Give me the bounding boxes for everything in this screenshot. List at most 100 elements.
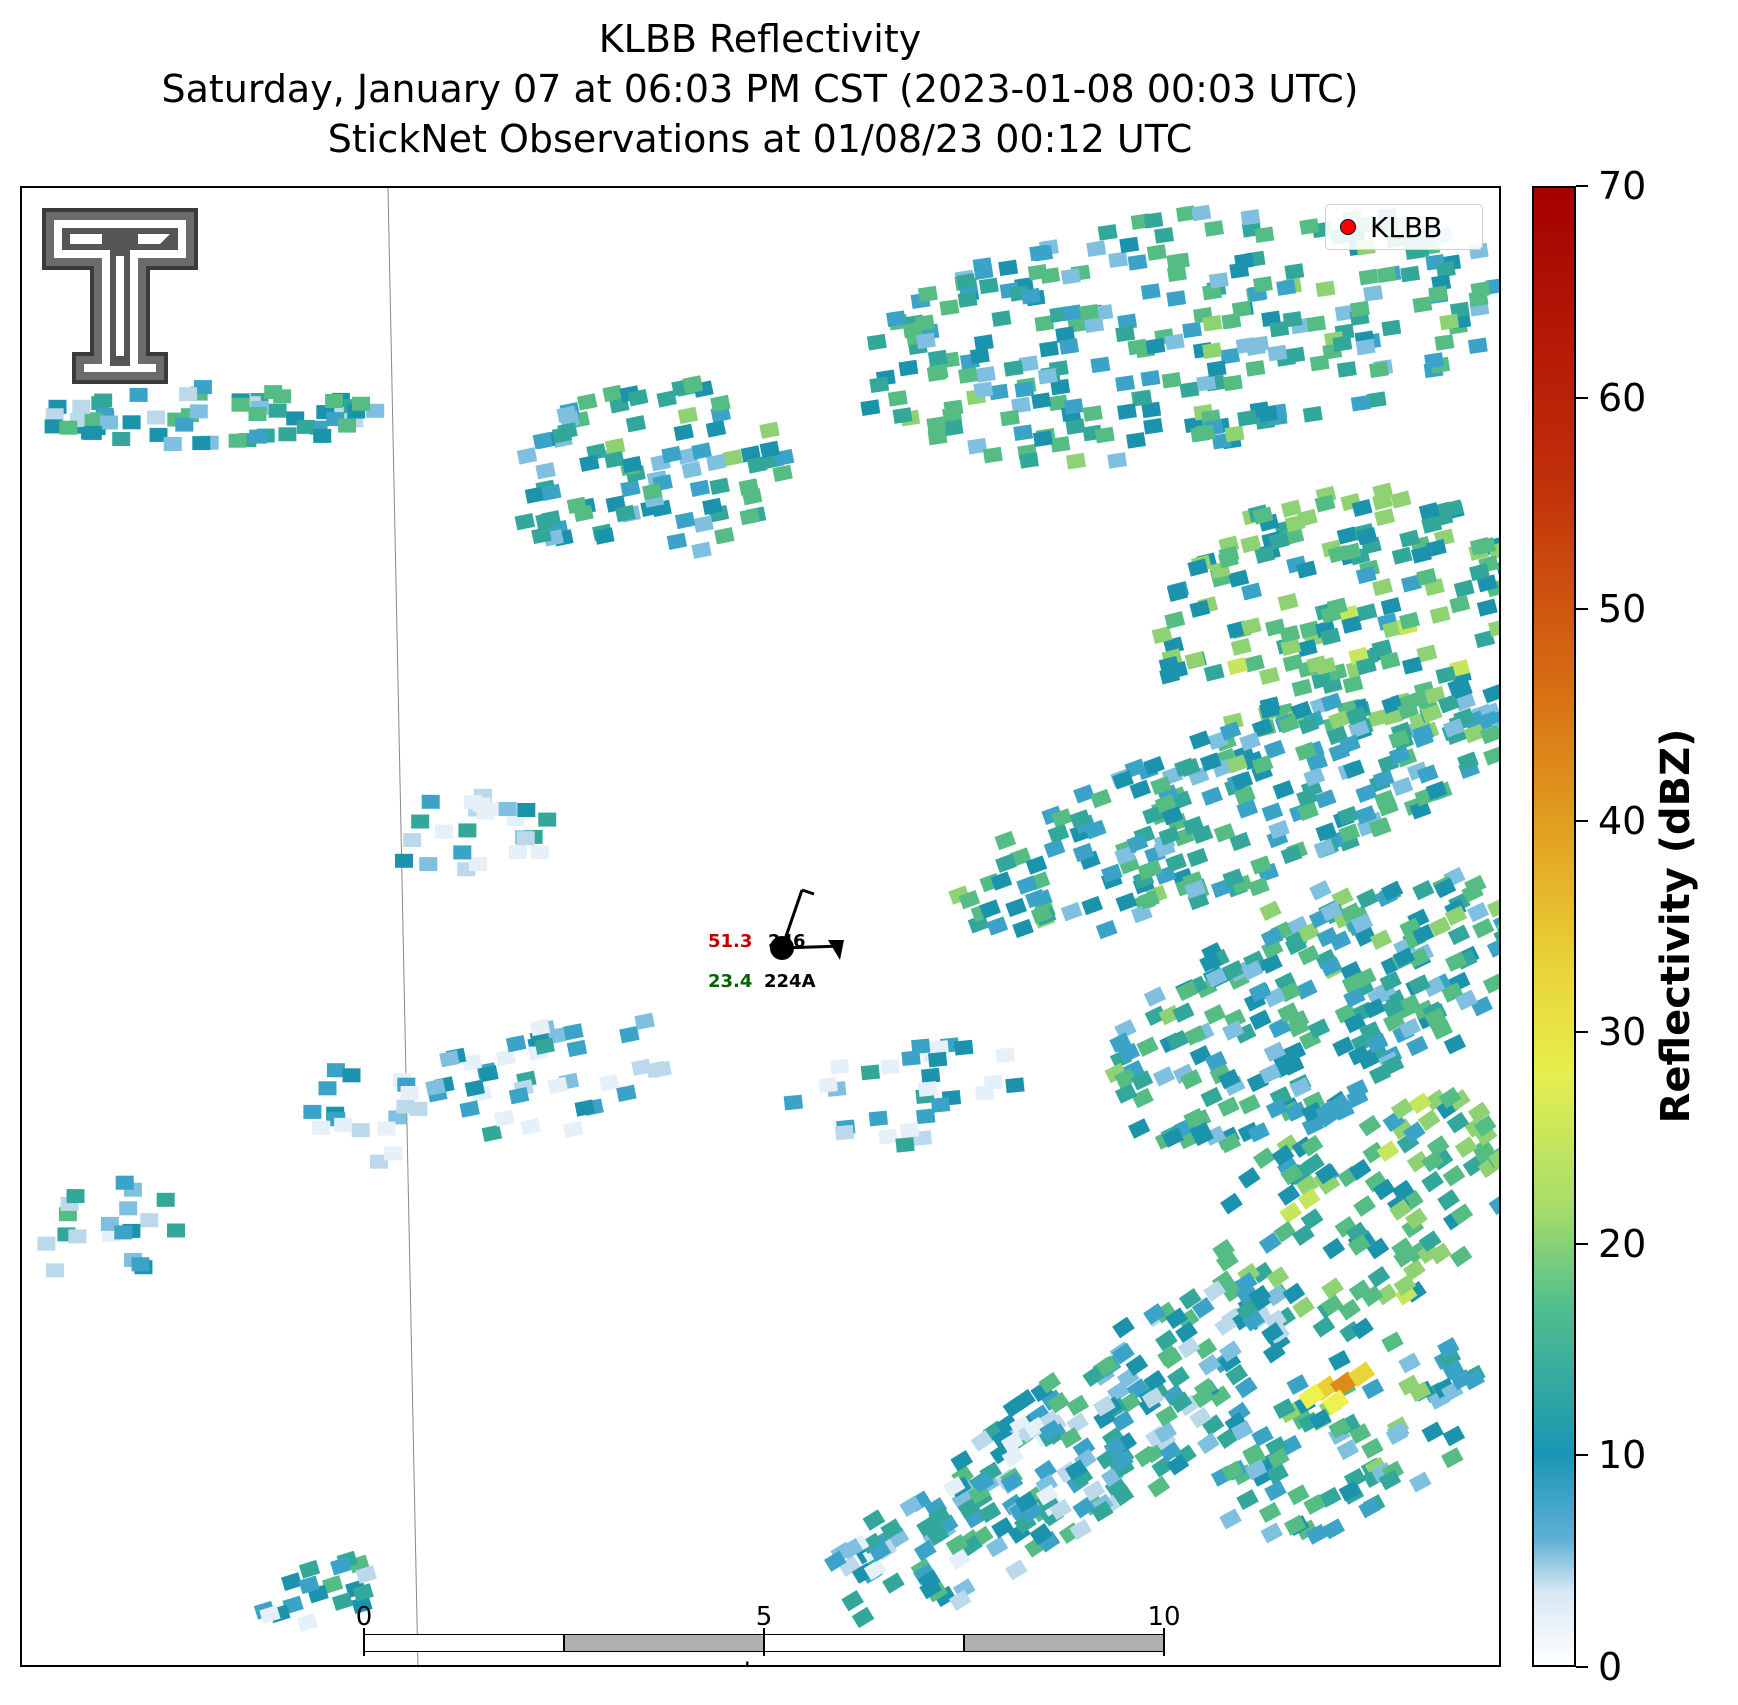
reflectivity-gate xyxy=(1197,1432,1220,1455)
reflectivity-gate xyxy=(1244,1446,1267,1468)
reflectivity-gate xyxy=(990,871,1013,891)
reflectivity-gate xyxy=(1361,1437,1384,1459)
reflectivity-gate xyxy=(1374,508,1396,527)
reflectivity-gate xyxy=(1280,1163,1304,1186)
reflectivity-gate xyxy=(1253,276,1273,293)
reflectivity-gate xyxy=(1234,785,1256,806)
reflectivity-gate xyxy=(1296,1174,1319,1197)
reflectivity-gate xyxy=(1306,655,1328,674)
reflectivity-gate xyxy=(1236,799,1259,819)
reflectivity-gate xyxy=(1178,1288,1202,1310)
reflectivity-gate xyxy=(747,456,768,474)
reflectivity-gate xyxy=(1059,1427,1082,1449)
reflectivity-gate xyxy=(1284,263,1305,280)
reflectivity-gate xyxy=(1166,581,1188,600)
reflectivity-gate xyxy=(666,532,688,551)
reflectivity-gate xyxy=(1287,1017,1310,1038)
reflectivity-gate xyxy=(1251,1425,1274,1447)
scale-tick xyxy=(1163,1628,1165,1656)
reflectivity-gate xyxy=(1364,1170,1388,1193)
reflectivity-gate xyxy=(312,1120,331,1135)
reflectivity-gate xyxy=(1161,1127,1185,1148)
reflectivity-gate xyxy=(1219,721,1242,741)
reflectivity-gate xyxy=(1218,545,1240,564)
reflectivity-gate xyxy=(656,390,677,408)
reflectivity-gate xyxy=(1421,1421,1445,1443)
reflectivity-gate xyxy=(524,486,546,504)
reflectivity-gate xyxy=(1143,756,1165,776)
reflectivity-gate xyxy=(1354,805,1377,825)
reflectivity-gate xyxy=(1314,1162,1338,1185)
station-plot xyxy=(770,888,844,960)
reflectivity-gate xyxy=(231,397,250,412)
reflectivity-gate xyxy=(1090,788,1112,809)
reflectivity-gate xyxy=(1332,1036,1355,1057)
reflectivity-gate xyxy=(1297,715,1320,735)
reflectivity-gate xyxy=(1140,370,1161,387)
reflectivity-gate xyxy=(1176,980,1199,1002)
reflectivity-gate xyxy=(1137,860,1160,881)
reflectivity-gate xyxy=(334,1117,353,1132)
reflectivity-gate xyxy=(1401,656,1423,675)
reflectivity-gate xyxy=(1060,268,1081,285)
reflectivity-gate xyxy=(709,477,730,495)
reflectivity-gate xyxy=(1322,1237,1346,1260)
reflectivity-gate xyxy=(1399,529,1421,548)
reflectivity-gate xyxy=(1140,283,1161,300)
reflectivity-gate xyxy=(1299,620,1321,639)
reflectivity-gate xyxy=(1391,546,1413,565)
reflectivity-gate xyxy=(1199,951,1222,973)
reflectivity-gate xyxy=(338,418,357,433)
reflectivity-gate xyxy=(1283,1514,1307,1536)
reflectivity-gate xyxy=(1259,700,1281,719)
reflectivity-gate xyxy=(1035,1484,1059,1506)
reflectivity-gate xyxy=(928,1051,948,1068)
reflectivity-gate xyxy=(355,1565,377,1584)
reflectivity-gate xyxy=(830,1058,850,1075)
reflectivity-gate xyxy=(1072,1496,1096,1519)
reflectivity-gate xyxy=(1114,1068,1137,1089)
reflectivity-gate xyxy=(1195,424,1215,442)
reflectivity-gate xyxy=(1020,1501,1044,1523)
reflectivity-gate xyxy=(926,365,947,382)
reflectivity-gate xyxy=(1372,492,1394,511)
radar-map[interactable]: KLBB 51.3 246 23.4 224A 0 5 10 km xyxy=(20,186,1501,1667)
reflectivity-gate xyxy=(1059,338,1079,355)
reflectivity-gate xyxy=(1351,498,1373,517)
reflectivity-gate xyxy=(1488,1146,1499,1169)
reflectivity-gate xyxy=(705,420,727,438)
reflectivity-gate xyxy=(615,504,636,523)
reflectivity-gate xyxy=(1268,819,1290,840)
reflectivity-gate xyxy=(1327,545,1349,564)
reflectivity-gate xyxy=(1228,569,1250,588)
reflectivity-gate xyxy=(982,446,1003,464)
reflectivity-gate xyxy=(988,383,1009,401)
reflectivity-gate xyxy=(1277,592,1299,611)
reflectivity-gate xyxy=(1237,1167,1261,1189)
reflectivity-gate xyxy=(1388,729,1410,749)
reflectivity-gate xyxy=(939,299,960,316)
reflectivity-gate xyxy=(1097,224,1118,241)
reflectivity-gate xyxy=(995,1047,1015,1064)
reflectivity-gate xyxy=(1463,723,1486,744)
reflectivity-gate xyxy=(691,541,712,559)
reflectivity-gate xyxy=(1372,1178,1396,1201)
reflectivity-gate xyxy=(1177,1336,1201,1359)
reflectivity-gate xyxy=(1416,567,1438,586)
colorbar-tick xyxy=(1576,1031,1588,1034)
reflectivity-gate xyxy=(1482,973,1499,994)
reflectivity-gate xyxy=(1381,319,1402,337)
reflectivity-gate xyxy=(1338,1480,1362,1502)
reflectivity-gate xyxy=(673,423,694,442)
reflectivity-gate xyxy=(970,1430,994,1452)
reflectivity-gate xyxy=(1397,700,1420,721)
reflectivity-gate xyxy=(1435,665,1457,684)
reflectivity-gate xyxy=(1205,967,1228,988)
reflectivity-gate xyxy=(1203,1125,1227,1146)
reflectivity-gate xyxy=(1047,823,1070,844)
reflectivity-gate xyxy=(1279,1201,1303,1224)
reflectivity-gate xyxy=(439,1050,460,1068)
reflectivity-gate xyxy=(1454,1136,1478,1158)
reflectivity-gate xyxy=(538,812,557,827)
reflectivity-gate xyxy=(1109,1032,1132,1053)
